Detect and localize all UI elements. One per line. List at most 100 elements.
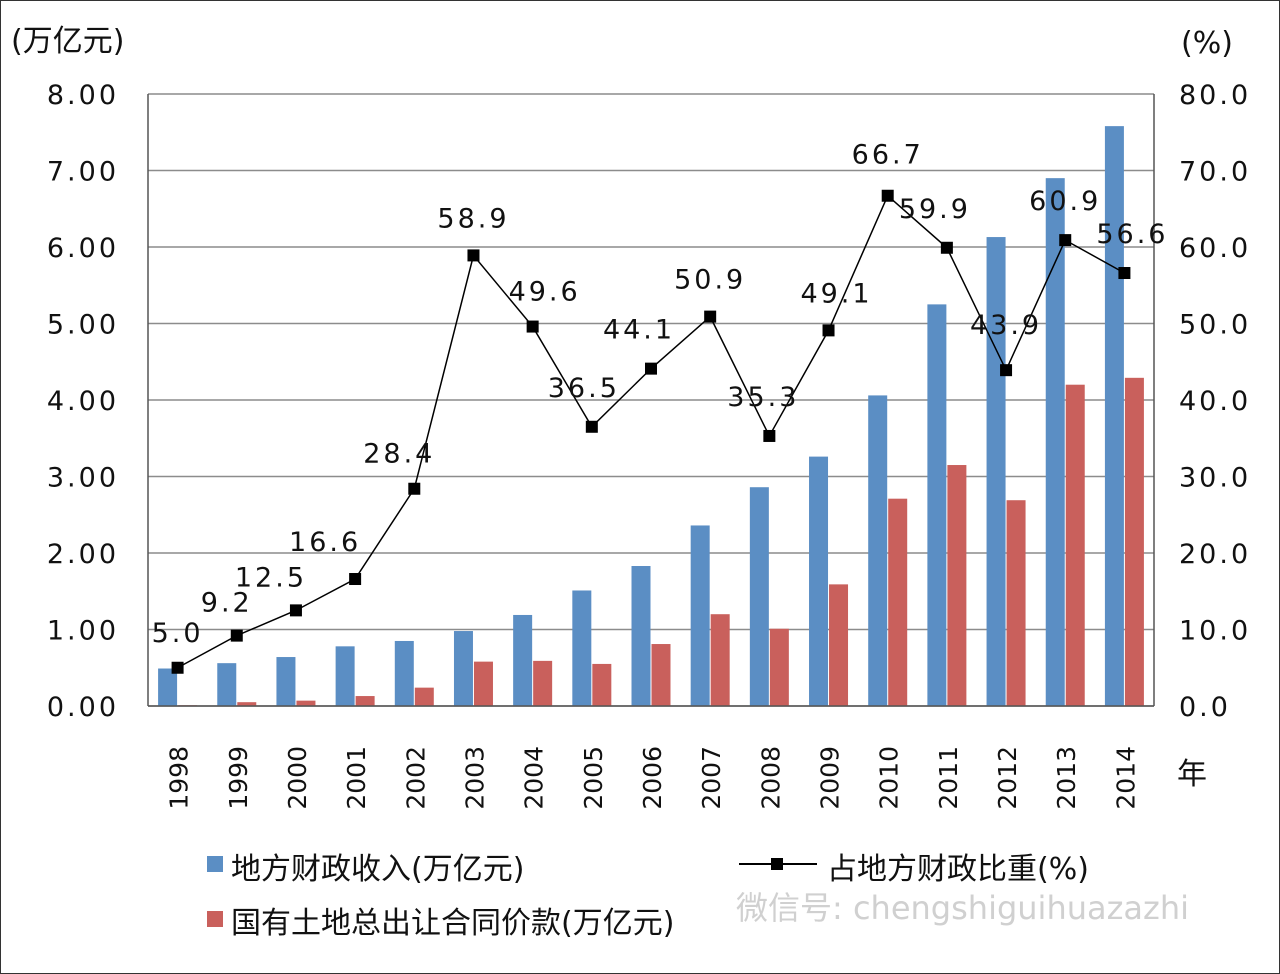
legend: 地方财政收入(万亿元) 国有土地总出让合同价款(万亿元) 占地方财政比重(%) [207, 852, 1089, 941]
land-transfer-bar [829, 584, 849, 706]
right-axis-tick: 80.0 [1179, 80, 1251, 111]
ratio-data-label: 50.9 [674, 265, 746, 296]
ratio-marker [408, 482, 421, 495]
ratio-marker [763, 429, 776, 442]
ratio-marker [467, 249, 480, 262]
land-transfer-bar [710, 614, 730, 706]
land-transfer-bar [296, 700, 316, 706]
ratio-data-label: 66.7 [852, 140, 924, 171]
right-axis-tick: 20.0 [1179, 539, 1251, 570]
ratio-marker [1000, 364, 1013, 377]
left-axis-tick: 3.00 [47, 463, 119, 494]
x-axis-tick: 2003 [460, 746, 489, 810]
ratio-data-label: 36.5 [548, 373, 620, 404]
ratio-marker [230, 629, 243, 642]
revenue-bar [809, 456, 829, 706]
ratio-data-label: 43.9 [970, 310, 1042, 341]
legend-label-land: 国有土地总出让合同价款(万亿元) [231, 906, 674, 941]
revenue-bar [927, 304, 947, 706]
x-axis-tick: 2013 [1052, 746, 1081, 810]
land-transfer-bar [237, 702, 257, 706]
data-labels: 5.09.212.5 16.6 28.4 58.9 49.6 36.5 44.1 50.9 35… [152, 140, 1168, 649]
revenue-bar [631, 566, 651, 706]
revenue-bar [335, 646, 355, 706]
ratio-line-path [177, 194, 1125, 669]
x-axis-tick: 2009 [816, 746, 845, 810]
revenue-bar [513, 614, 533, 706]
land-transfer-bar [947, 465, 967, 706]
x-axis-tick: 2001 [342, 746, 371, 810]
x-axis-tick: 2010 [875, 746, 904, 810]
legend-swatch-revenue [207, 856, 223, 872]
land-transfer-bar [1006, 500, 1026, 706]
land-transfer-bar [769, 628, 789, 706]
x-axis-tick: 2014 [1111, 746, 1140, 810]
ratio-data-label: 60.9 [1029, 186, 1101, 217]
ratio-marker [704, 310, 717, 323]
land-transfer-bar [888, 498, 908, 706]
x-axis-tick: 1999 [224, 746, 253, 810]
right-axis-tick: 30.0 [1179, 463, 1251, 494]
revenue-bar [394, 640, 414, 706]
ratio-data-label: 5.0 [152, 618, 204, 649]
x-axis-tick: 2006 [638, 746, 667, 810]
watermark-text: 微信号: chengshiguihuazazhi [736, 889, 1189, 927]
revenue-bar [217, 663, 237, 706]
x-axis-tick: 2011 [934, 746, 963, 810]
revenue-bar [1045, 178, 1065, 706]
ratio-data-label: 35.3 [727, 382, 799, 413]
ratio-marker [1059, 234, 1072, 247]
land-transfer-bar [592, 663, 612, 706]
ratio-data-label: 16.6 [289, 527, 361, 558]
ratio-data-label: 56.6 [1096, 219, 1168, 250]
left-axis-tick: 8.00 [47, 80, 119, 111]
ratio-marker [349, 573, 362, 586]
ratio-data-label: 44.1 [603, 315, 675, 346]
right-axis-unit: (%) [1181, 26, 1233, 61]
x-axis-tick: 2012 [993, 746, 1022, 810]
revenue-bar [276, 657, 296, 706]
ratio-data-label: 28.4 [363, 439, 435, 470]
x-axis-tick: 2000 [283, 746, 312, 810]
right-axis-tick: 10.0 [1179, 616, 1251, 647]
axes: 0.00 1.00 2.00 3.00 4.00 5.00 6.00 7.00 8.00 0.0 1… [47, 80, 1251, 810]
ratio-data-label: 58.9 [437, 203, 509, 234]
x-axis-unit: 年 [1177, 757, 1207, 792]
x-axis-tick: 2004 [520, 746, 549, 810]
legend-swatch-land [207, 911, 223, 927]
revenue-bar [868, 395, 888, 706]
x-axis-tick: 2007 [697, 746, 726, 810]
left-axis-tick: 6.00 [47, 233, 119, 264]
right-axis-tick: 0.0 [1179, 692, 1231, 723]
grid-lines [148, 93, 1154, 707]
ratio-data-label: 12.5 [235, 562, 307, 593]
ratio-marker [645, 362, 657, 375]
ratio-marker [1118, 267, 1131, 280]
ratio-marker [585, 420, 598, 433]
left-axis-tick: 4.00 [47, 386, 119, 417]
x-axis-tick: 1998 [165, 746, 194, 810]
bars [158, 126, 1144, 706]
right-axis-tick: 60.0 [1179, 233, 1251, 264]
ratio-marker [822, 324, 835, 337]
land-transfer-bar [1124, 377, 1144, 706]
land-transfer-bar [651, 644, 671, 706]
x-axis-tick: 2008 [756, 746, 785, 810]
left-axis-tick: 0.00 [47, 692, 119, 723]
revenue-bar [986, 237, 1006, 706]
legend-label-ratio: 占地方财政比重(%) [827, 852, 1089, 887]
ratio-marker [289, 604, 302, 617]
ratio-line [171, 189, 1131, 674]
ratio-data-label: 49.1 [800, 278, 872, 309]
land-transfer-bar [1065, 384, 1085, 706]
right-axis-tick: 70.0 [1179, 157, 1251, 188]
ratio-marker [881, 189, 894, 202]
left-axis-unit: (万亿元) [11, 24, 124, 59]
land-transfer-bar [533, 660, 553, 706]
revenue-bar [749, 487, 769, 706]
revenue-bar [453, 631, 473, 706]
revenue-bar [690, 525, 710, 706]
right-axis-tick: 50.0 [1179, 310, 1251, 341]
right-axis-tick: 40.0 [1179, 386, 1251, 417]
